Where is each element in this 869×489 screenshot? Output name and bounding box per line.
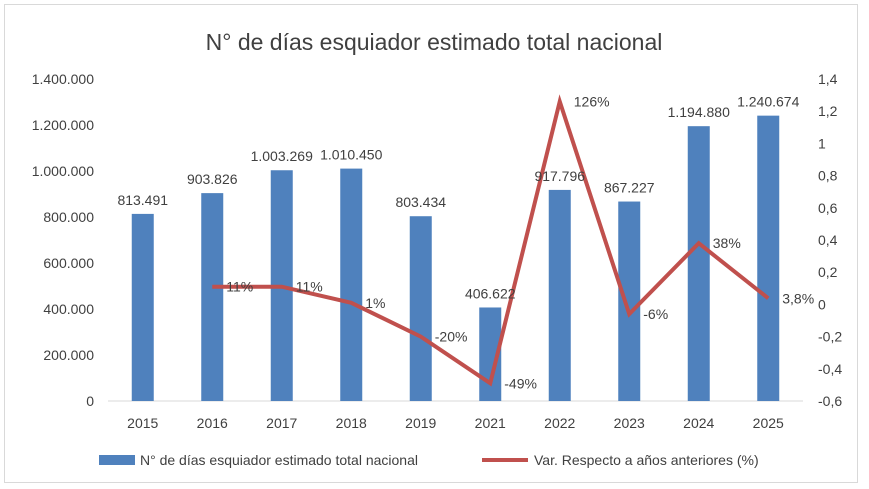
line-data-label: -49% — [504, 375, 537, 391]
bar-data-label: 813.491 — [117, 192, 168, 208]
y-left-tick-label: 600.000 — [43, 255, 94, 271]
y-right-tick-label: 0,4 — [818, 232, 838, 248]
y-left-tick-label: 1.400.000 — [32, 71, 94, 87]
bar-data-label: 803.434 — [395, 194, 446, 210]
bar-data-label: 903.826 — [187, 171, 238, 187]
legend-bar-swatch — [99, 455, 135, 465]
x-tick-label: 2024 — [683, 415, 714, 431]
chart-frame — [4, 4, 858, 483]
y-left-tick-label: 200.000 — [43, 347, 94, 363]
x-tick-label: 2017 — [266, 415, 297, 431]
y-right-tick-label: -0,2 — [818, 329, 842, 345]
bar — [548, 189, 571, 401]
line-data-label: -6% — [643, 306, 668, 322]
bar-data-label: 867.227 — [604, 180, 655, 196]
bar-data-label: 1.194.880 — [668, 104, 730, 120]
line-data-label: 11% — [226, 279, 253, 295]
bar-data-label: 1.010.450 — [320, 147, 382, 163]
line-data-label: 3,8% — [782, 290, 814, 306]
y-right-tick-label: 1,4 — [818, 71, 838, 87]
bar-data-label: 1.240.674 — [737, 94, 799, 110]
line-data-label: 1% — [365, 295, 385, 311]
line-series — [212, 94, 770, 387]
y-right-tick-label: 1,2 — [818, 103, 838, 119]
y-right-tick-label: 0,2 — [818, 264, 838, 280]
y-right-tick-label: 0 — [818, 296, 826, 312]
y-right-tick-label: -0,4 — [818, 361, 842, 377]
legend-line-label: Var. Respecto a años anteriores (%) — [534, 452, 759, 468]
bar — [131, 213, 154, 401]
bar — [757, 115, 780, 401]
bar-data-label: 1.003.269 — [251, 148, 313, 164]
y-left-tick-label: 800.000 — [43, 209, 94, 225]
x-tick-label: 2023 — [614, 415, 645, 431]
bar — [409, 216, 432, 401]
bar-data-label: 917.796 — [534, 168, 585, 184]
y-left-tick-label: 400.000 — [43, 301, 94, 317]
line-data-label: -20% — [435, 329, 468, 345]
x-tick-label: 2021 — [475, 415, 506, 431]
x-tick-label: 2025 — [753, 415, 784, 431]
y-right-tick-label: -0,6 — [818, 393, 842, 409]
y-right-tick-label: 0,6 — [818, 200, 838, 216]
y-right-tick-label: 1 — [818, 135, 826, 151]
bar — [618, 201, 641, 401]
y-left-tick-label: 1.200.000 — [32, 117, 94, 133]
bar — [340, 168, 363, 401]
legend-bar-label: N° de días esquiador estimado total naci… — [140, 452, 418, 468]
x-tick-label: 2022 — [544, 415, 575, 431]
bar — [201, 193, 224, 401]
line-data-label: 126% — [574, 94, 610, 110]
bar — [687, 126, 710, 401]
chart-title: N° de días esquiador estimado total naci… — [206, 29, 663, 55]
x-tick-label: 2015 — [127, 415, 158, 431]
y-right-tick-label: 0,8 — [818, 168, 838, 184]
bar-data-label: 406.622 — [465, 285, 516, 301]
y-left-tick-label: 0 — [86, 393, 94, 409]
line-data-label: 38% — [713, 235, 741, 251]
x-tick-label: 2019 — [405, 415, 436, 431]
x-tick-label: 2018 — [336, 415, 367, 431]
x-tick-label: 2016 — [197, 415, 228, 431]
y-left-tick-label: 1.000.000 — [32, 163, 94, 179]
line-data-label: 11% — [296, 279, 323, 295]
